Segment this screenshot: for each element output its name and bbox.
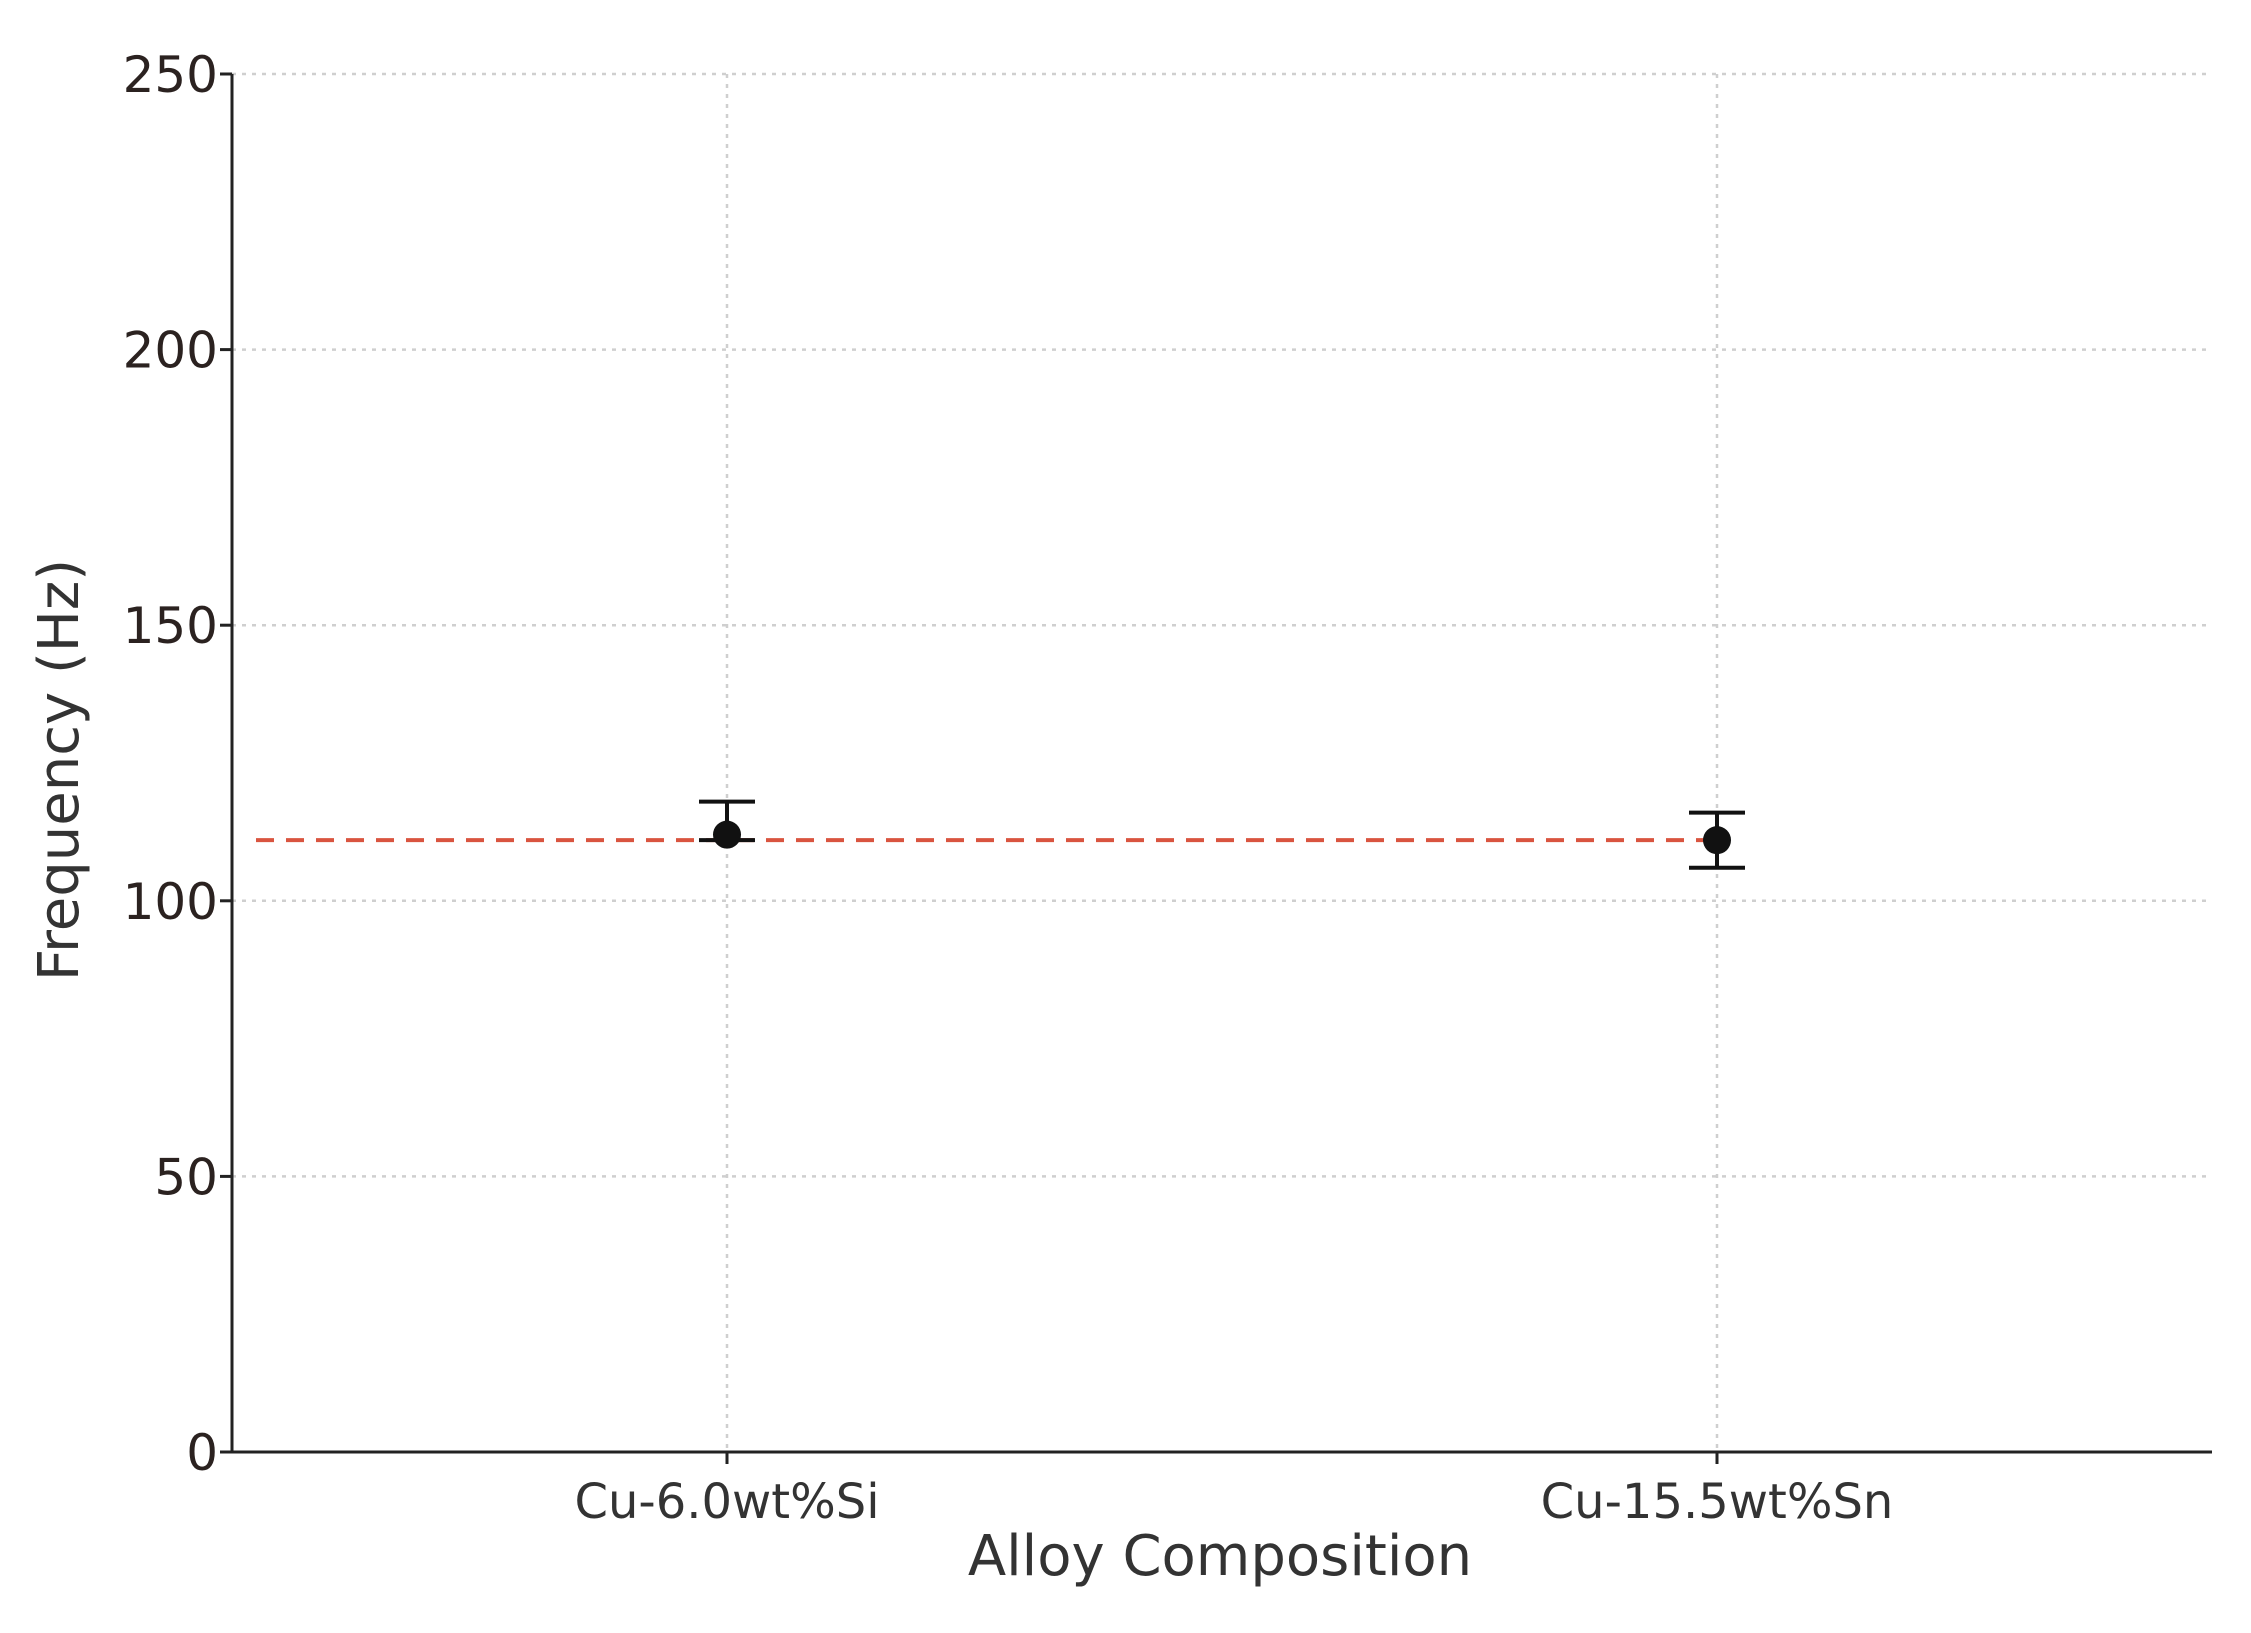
grid-lines: [232, 72, 2212, 1452]
y-tick-label: 200: [123, 322, 218, 380]
y-tick-label: 100: [123, 873, 218, 931]
y-tick-label: 0: [186, 1424, 218, 1482]
axes: [220, 72, 2212, 1464]
axis-frame: [230, 74, 2212, 1454]
y-tick-label: 150: [123, 597, 218, 655]
x-axis-title: Alloy Composition: [968, 1524, 1472, 1589]
x-tick-label: Cu-15.5wt%Sn: [1541, 1474, 1894, 1530]
data-point: [713, 820, 741, 849]
y-tick-label: 50: [154, 1148, 218, 1206]
x-tick-label: Cu-6.0wt%Si: [574, 1474, 879, 1530]
y-tick-labels: 0 50 100 150 200 250: [123, 46, 218, 1482]
data-point-group: [1689, 810, 1745, 870]
data-point: [1703, 826, 1731, 855]
y-axis-title: Frequency (Hz): [27, 559, 92, 981]
data-points: [699, 799, 1745, 870]
y-tick-label: 250: [123, 46, 218, 104]
x-tick-labels: Cu-6.0wt%Si Cu-15.5wt%Sn: [574, 1474, 1893, 1530]
data-point-group: [699, 799, 755, 849]
